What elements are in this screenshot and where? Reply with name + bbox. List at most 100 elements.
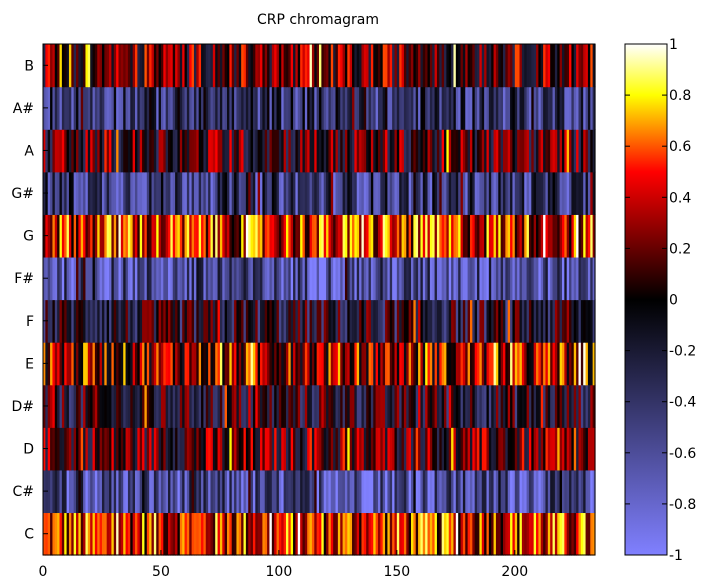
heatmap-cell bbox=[149, 512, 153, 556]
heatmap-cell bbox=[403, 214, 407, 258]
heatmap-cell bbox=[290, 171, 294, 215]
heatmap-cell bbox=[311, 342, 315, 386]
heatmap-cell bbox=[571, 86, 575, 130]
heatmap-cell bbox=[326, 299, 330, 343]
heatmap-cell bbox=[387, 256, 391, 301]
heatmap-cell bbox=[354, 256, 358, 301]
heatmap-cell bbox=[441, 469, 445, 514]
heatmap-cell bbox=[189, 512, 193, 556]
heatmap-cell bbox=[212, 469, 216, 514]
heatmap-cell bbox=[366, 171, 370, 215]
heatmap-cell bbox=[156, 384, 160, 428]
heatmap-cell bbox=[425, 44, 429, 88]
heatmap-cell bbox=[146, 171, 150, 215]
heatmap-cell bbox=[139, 86, 143, 130]
heatmap-cell bbox=[517, 256, 521, 301]
heatmap-cell bbox=[158, 86, 162, 130]
heatmap-cell bbox=[97, 299, 101, 343]
heatmap-cell bbox=[408, 469, 412, 514]
heatmap-cell bbox=[432, 171, 436, 215]
heatmap-cell bbox=[113, 427, 117, 471]
heatmap-cell bbox=[328, 214, 332, 258]
heatmap-cell bbox=[488, 427, 492, 471]
heatmap-cell bbox=[101, 512, 105, 556]
heatmap-cell bbox=[295, 469, 299, 514]
heatmap-cell bbox=[309, 342, 313, 386]
heatmap-cell bbox=[536, 469, 539, 514]
heatmap-cell bbox=[59, 86, 63, 130]
heatmap-cell bbox=[569, 129, 573, 173]
heatmap-cell bbox=[536, 171, 539, 215]
heatmap-cell bbox=[451, 342, 455, 386]
heatmap-cell bbox=[352, 342, 355, 386]
heatmap-cell bbox=[458, 512, 462, 556]
heatmap-cell bbox=[236, 129, 240, 173]
heatmap-cell bbox=[569, 214, 573, 258]
heatmap-cell bbox=[175, 512, 179, 556]
heatmap-cell bbox=[139, 384, 143, 428]
heatmap-cell bbox=[182, 44, 186, 88]
heatmap-cell bbox=[418, 512, 422, 556]
heatmap-cell bbox=[252, 299, 256, 343]
heatmap-cell bbox=[243, 86, 247, 130]
heatmap-cell bbox=[146, 384, 150, 428]
heatmap-cell bbox=[271, 129, 275, 173]
heatmap-cell bbox=[229, 214, 233, 258]
heatmap-cell bbox=[210, 214, 214, 258]
heatmap-cell bbox=[561, 129, 565, 173]
heatmap-cell bbox=[474, 214, 478, 258]
colorbar bbox=[624, 43, 668, 556]
heatmap-cell bbox=[519, 171, 523, 215]
heatmap-cell bbox=[243, 44, 247, 88]
heatmap-cell bbox=[323, 171, 327, 215]
heatmap-cell bbox=[271, 256, 275, 301]
heatmap-cell bbox=[219, 171, 223, 215]
heatmap-cell bbox=[137, 427, 141, 471]
heatmap-cell bbox=[380, 171, 384, 215]
heatmap-cell bbox=[425, 171, 429, 215]
heatmap-cell bbox=[587, 44, 591, 88]
heatmap-cell bbox=[186, 256, 190, 301]
heatmap-cell bbox=[309, 427, 313, 471]
heatmap-cell bbox=[573, 342, 577, 386]
heatmap-cell bbox=[217, 342, 221, 386]
heatmap-cell bbox=[283, 256, 287, 301]
heatmap-cell bbox=[52, 214, 56, 258]
heatmap-cell bbox=[498, 86, 502, 130]
heatmap-cell bbox=[78, 171, 82, 215]
heatmap-cell bbox=[50, 214, 54, 258]
heatmap-cell bbox=[260, 299, 263, 343]
heatmap-cell bbox=[116, 469, 120, 514]
heatmap-cell bbox=[411, 512, 414, 556]
heatmap-cell bbox=[255, 469, 259, 514]
heatmap-cell bbox=[198, 129, 202, 173]
heatmap-cell bbox=[257, 214, 261, 258]
heatmap-cell bbox=[500, 214, 504, 258]
heatmap-cell bbox=[50, 256, 54, 301]
heatmap-cell bbox=[408, 427, 412, 471]
heatmap-cell bbox=[507, 214, 511, 258]
heatmap-cell bbox=[432, 256, 436, 301]
heatmap-cell bbox=[434, 342, 438, 386]
heatmap-cell bbox=[288, 86, 292, 130]
heatmap-cell bbox=[90, 129, 94, 173]
heatmap-cell bbox=[120, 384, 124, 428]
heatmap-cell bbox=[285, 86, 289, 130]
heatmap-cell bbox=[538, 342, 542, 386]
heatmap-cell bbox=[146, 427, 150, 471]
heatmap-cell bbox=[528, 214, 532, 258]
heatmap-cell bbox=[415, 129, 419, 173]
heatmap-cell bbox=[460, 171, 464, 215]
heatmap-cell bbox=[99, 512, 103, 556]
heatmap-cell bbox=[576, 171, 580, 215]
heatmap-cell bbox=[288, 299, 292, 343]
heatmap-cell bbox=[540, 469, 544, 514]
heatmap-cell bbox=[113, 299, 117, 343]
heatmap-cell bbox=[559, 171, 563, 215]
heatmap-cell bbox=[158, 171, 162, 215]
heatmap-cell bbox=[321, 214, 325, 258]
heatmap-cell bbox=[394, 129, 398, 173]
heatmap-cell bbox=[455, 512, 459, 556]
heatmap-cell bbox=[245, 44, 249, 88]
heatmap-cell bbox=[335, 299, 339, 343]
